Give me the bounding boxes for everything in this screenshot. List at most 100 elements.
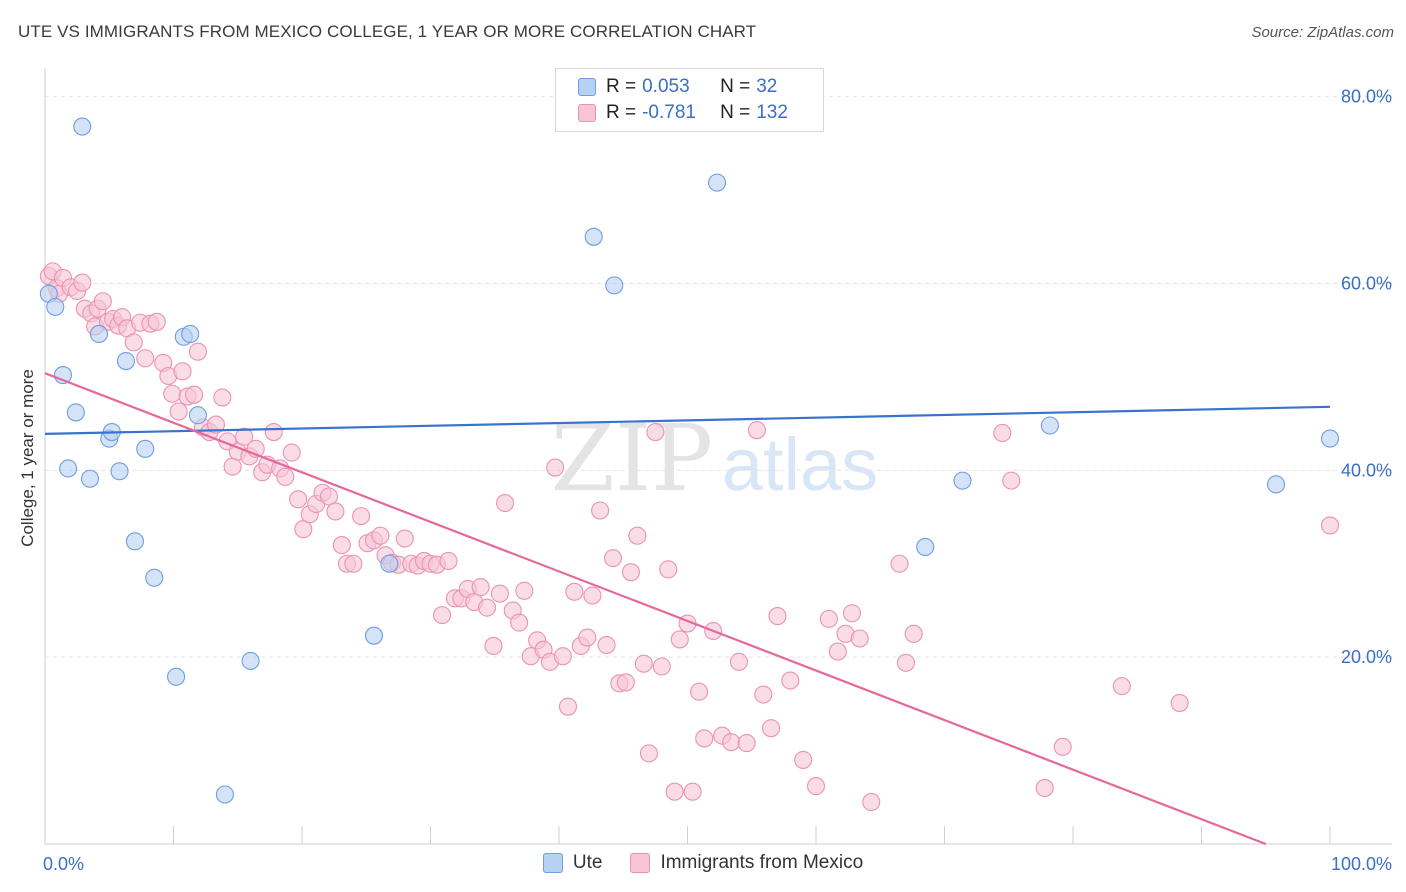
mexico-point (737, 734, 756, 753)
y-tick-label: 60.0% (1341, 274, 1392, 294)
ute-point (181, 324, 200, 344)
ute-point (916, 537, 935, 556)
ute-point (215, 785, 234, 804)
legend-n-label: N = (720, 102, 751, 123)
mexico-point (652, 657, 671, 676)
mexico-point (477, 598, 497, 617)
mexico-point (276, 467, 295, 486)
series-legend: Ute Immigrants from Mexico (0, 852, 1406, 874)
ute-point (188, 406, 207, 425)
mexico-point (621, 563, 641, 582)
x-tick-label: 100.0% (1331, 854, 1392, 874)
mexico-point (639, 744, 659, 763)
mexico-point (558, 697, 578, 716)
mexico-point (747, 421, 766, 440)
ute-point (145, 568, 164, 587)
mexico-point (439, 551, 458, 571)
mexico-point (124, 333, 143, 352)
mexico-point (1035, 778, 1054, 798)
mexico-point (73, 273, 92, 292)
mexico-point (553, 647, 572, 666)
series-legend-mexico[interactable]: Immigrants from Mexico (630, 852, 863, 874)
mexico-point (659, 560, 678, 579)
mexico-point (546, 458, 565, 477)
mexico-point (326, 502, 345, 521)
mexico-point (147, 312, 166, 331)
watermark: ZIP atlas (551, 405, 878, 512)
mexico-point (628, 526, 647, 545)
x-tick-label: 0.0% (43, 854, 84, 874)
mexico-point (781, 671, 800, 690)
mexico-point (896, 653, 916, 672)
legend-swatch-ute (578, 78, 596, 96)
ute-trend-line (44, 405, 1331, 436)
legend-row-ute: R = 0.053 N = 32 (578, 75, 777, 99)
mexico-point (806, 777, 826, 796)
mexico-point (169, 402, 188, 421)
mexico-point (634, 654, 653, 673)
mexico-point (433, 606, 452, 625)
ute-point (1266, 475, 1286, 494)
mexico-point (690, 682, 709, 701)
mexico-point (294, 520, 313, 539)
mexico-point (565, 582, 584, 601)
ute-point (605, 276, 624, 295)
mexico-point (850, 629, 869, 648)
mexico-point (371, 526, 390, 545)
correlation-legend: R = 0.053 N = 32 R = -0.781 N = 132 (555, 68, 824, 132)
legend-n-value-mexico: 132 (756, 102, 788, 123)
mexico-point (616, 673, 635, 692)
mexico-point (683, 782, 702, 801)
source-note: Source: ZipAtlas.com (1251, 24, 1394, 41)
ute-point (59, 459, 78, 478)
mexico-point (136, 349, 155, 368)
ute-point (584, 227, 603, 246)
legend-r-label: R = (606, 76, 637, 97)
series-label-mexico: Immigrants from Mexico (660, 852, 864, 873)
mexico-point (768, 607, 787, 626)
mexico-point (597, 635, 616, 655)
mexico-point (510, 613, 529, 632)
mexico-point (578, 628, 597, 647)
mexico-point (188, 342, 207, 361)
mexico-point (1112, 677, 1131, 696)
mexico-point (495, 493, 515, 513)
legend-n-label: N = (720, 76, 751, 97)
series-label-ute: Ute (572, 852, 603, 873)
series-legend-ute[interactable]: Ute (542, 852, 603, 874)
legend-r-value-ute: 0.053 (642, 76, 690, 97)
mexico-point (163, 384, 182, 403)
y-tick-label: 80.0% (1341, 87, 1392, 107)
mexico-point (93, 292, 112, 311)
ute-point (380, 554, 399, 573)
mexico-point (729, 652, 748, 671)
trend-lines (44, 372, 1331, 846)
ute-point (110, 462, 129, 481)
legend-r-value-mexico: -0.781 (642, 102, 696, 123)
ute-point (1320, 429, 1340, 448)
mexico-point (1053, 737, 1072, 756)
mexico-point (665, 782, 684, 801)
mexico-point (1170, 693, 1189, 712)
mexico-point (890, 554, 909, 573)
mexico-point (515, 581, 534, 600)
mexico-point (484, 636, 503, 656)
mexico-point (471, 578, 490, 597)
ute-point (125, 532, 144, 551)
mexico-point (819, 609, 838, 628)
mexico-point (993, 423, 1012, 443)
mexico-point (352, 507, 371, 526)
watermark-atlas: atlas (722, 423, 878, 506)
legend-n-value-ute: 32 (756, 76, 778, 97)
ute-point (116, 351, 136, 371)
tick-labels: 20.0% 40.0% 60.0% 80.0% 0.0% 100.0% (43, 87, 1392, 874)
mexico-point (794, 750, 813, 769)
ute-point (1040, 416, 1059, 435)
mexico-point (754, 685, 773, 704)
ute-point (167, 667, 186, 686)
ute-point (364, 626, 384, 645)
mexico-point (722, 733, 741, 752)
mexico-point (583, 586, 602, 605)
mexico-point (670, 630, 689, 649)
